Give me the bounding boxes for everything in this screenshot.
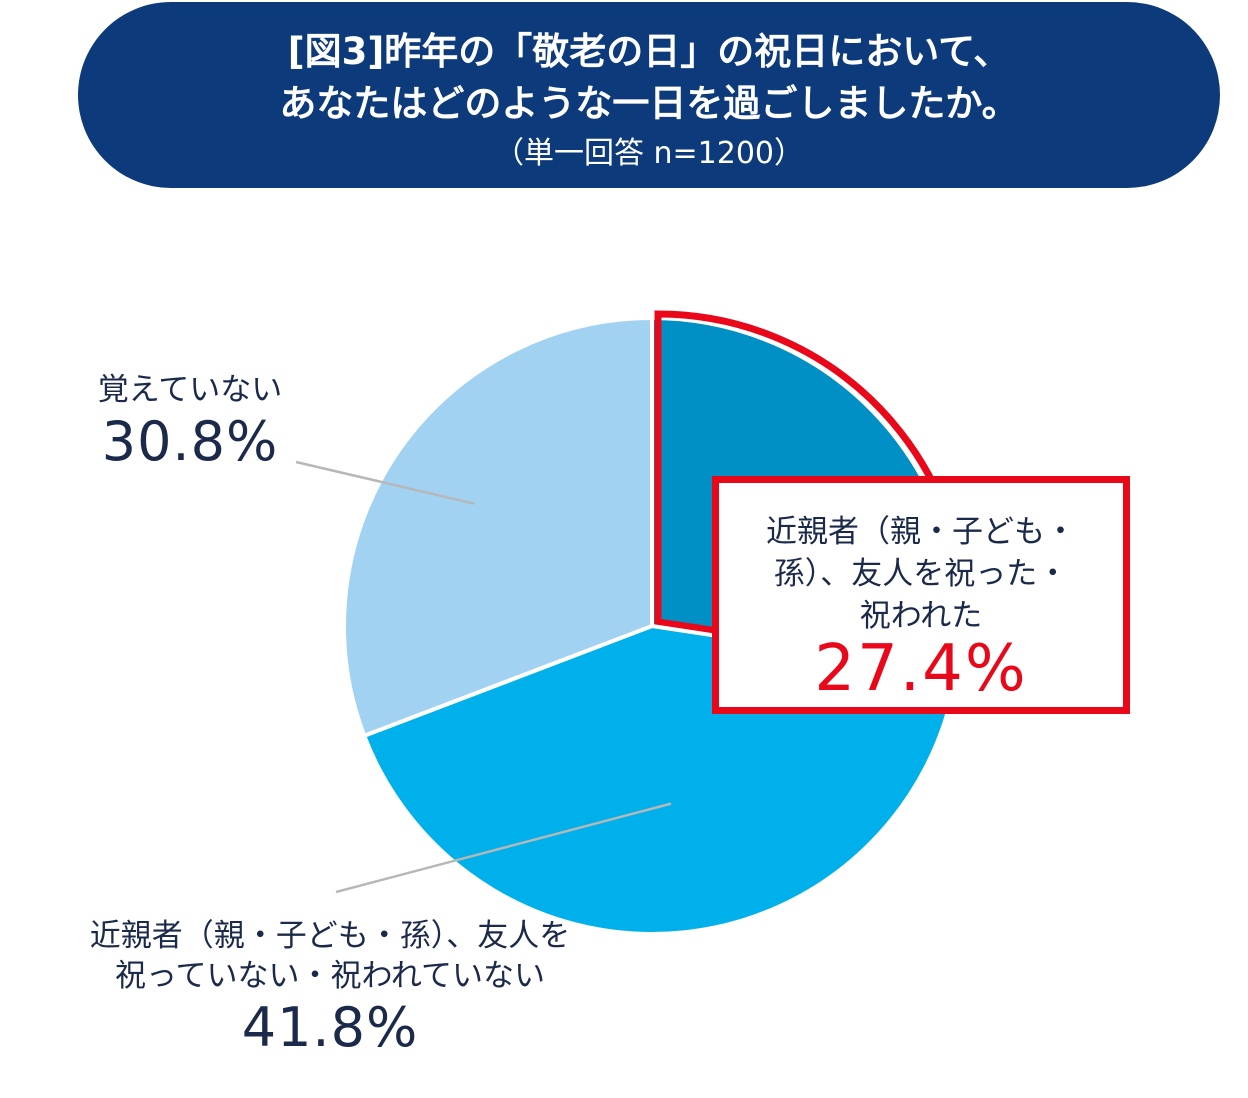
- label-not-celebrated: 近親者（親・子ども・孫）、友人を 祝っていない・祝われていない 41.8%: [70, 916, 590, 1060]
- slice-not-remember: [342, 315, 654, 739]
- callout-celebrated: 近親者（親・子ども・ 孫）、友人を祝った・ 祝われた 27.4%: [712, 476, 1130, 714]
- label-not-remember-category: 覚えていない: [97, 372, 283, 408]
- chart-title-line1: [図3]昨年の「敬老の日」の祝日において、: [287, 30, 1011, 73]
- label-not-celebrated-line1: 近親者（親・子ども・孫）、友人を: [89, 918, 571, 954]
- label-not-remember-value: 30.8%: [101, 410, 279, 473]
- label-not-remember: 覚えていない 30.8%: [60, 370, 320, 474]
- title-banner: [図3]昨年の「敬老の日」の祝日において、 あなたはどのような一日を過ごしました…: [78, 2, 1220, 188]
- callout-celebrated-value: 27.4%: [814, 632, 1028, 706]
- callout-celebrated-category: 近親者（親・子ども・ 孫）、友人を祝った・ 祝われた: [766, 514, 1076, 634]
- leader-line-not-remember: [295, 460, 475, 505]
- chart-title-line2: あなたはどのような一日を過ごしましたか。: [279, 82, 1019, 125]
- chart-subtitle: （単一回答 n=1200）: [493, 136, 805, 171]
- label-not-celebrated-line2: 祝っていない・祝われていない: [115, 958, 545, 994]
- leader-line-not-celebrated: [335, 802, 672, 894]
- label-not-celebrated-value: 41.8%: [241, 996, 419, 1059]
